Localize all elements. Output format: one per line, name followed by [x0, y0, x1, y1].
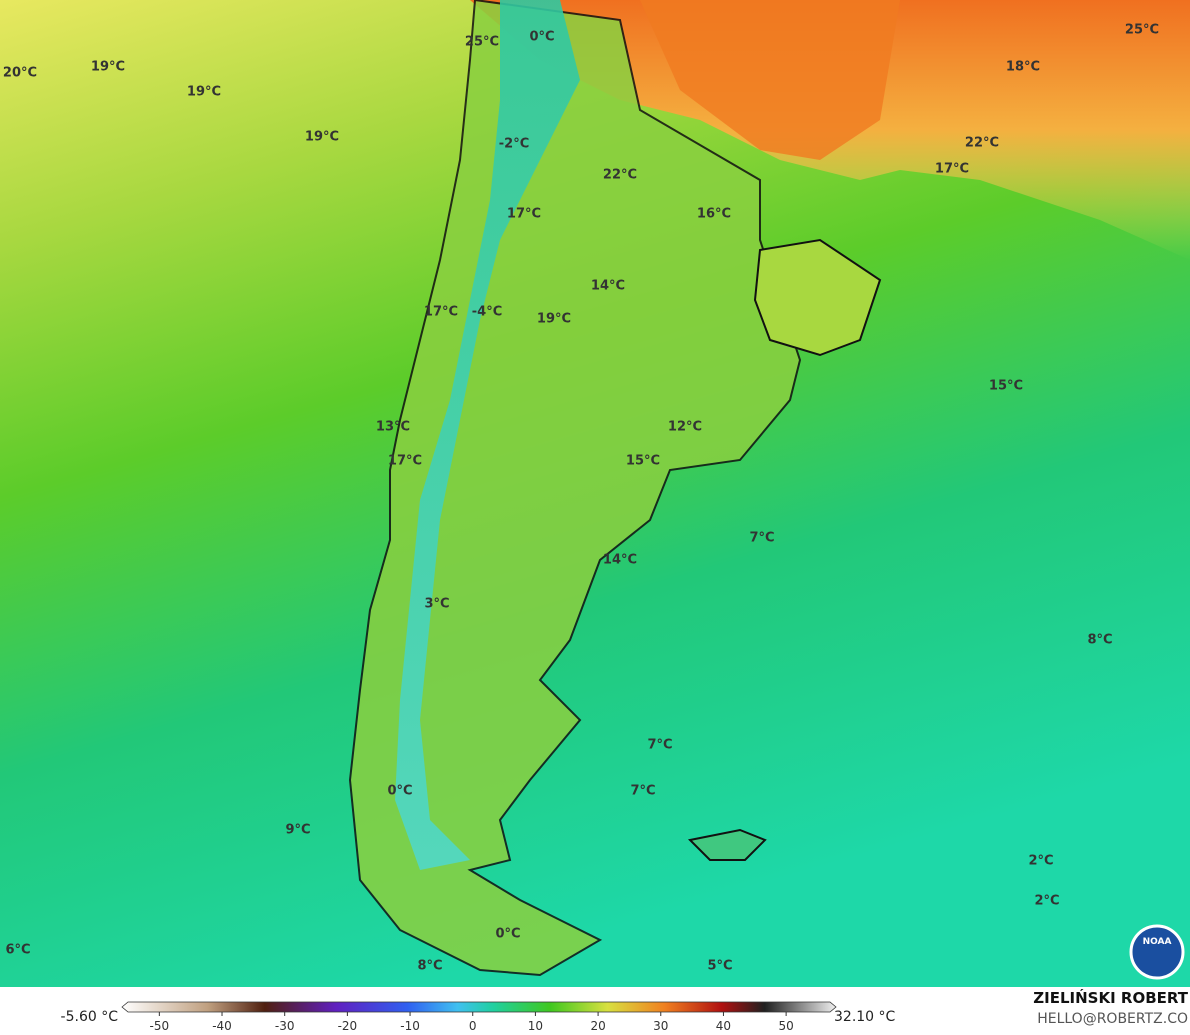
land-mass — [348, 0, 802, 977]
logo-text: NOAA — [1143, 937, 1172, 947]
temperature-label: 9°C — [285, 823, 310, 838]
temperature-label: 14°C — [591, 279, 625, 294]
temperature-label: 13°C — [376, 420, 410, 435]
temperature-label: 15°C — [989, 379, 1023, 394]
temperature-label: 7°C — [647, 738, 672, 753]
temperature-label: 22°C — [965, 136, 999, 151]
colorbar-tick-label: 10 — [528, 1019, 543, 1033]
colorbar-tick-label: -40 — [212, 1019, 232, 1033]
colorbar-tick-label: -20 — [338, 1019, 358, 1033]
temperature-label: 17°C — [424, 305, 458, 320]
temperature-label: -2°C — [499, 137, 529, 152]
credit-name: ZIELIŃSKI ROBERT — [1033, 988, 1188, 1007]
temperature-label: 17°C — [388, 454, 422, 469]
temperature-label: 19°C — [91, 60, 125, 75]
temperature-label: 15°C — [626, 454, 660, 469]
uruguay — [753, 238, 882, 357]
temperature-label: 20°C — [3, 66, 37, 81]
andes — [395, 0, 580, 870]
colorbar — [121, 1001, 837, 1013]
colorbar-tick-label: 40 — [716, 1019, 731, 1033]
colorbar-min: -5.60 °C — [61, 1009, 119, 1025]
temperature-label: 19°C — [305, 130, 339, 145]
temperature-label: 0°C — [387, 784, 412, 799]
falkland-islands — [687, 828, 767, 861]
temperature-label: 8°C — [1087, 633, 1112, 648]
temperature-labels: 20°C 19°C 19°C 19°C 25°C 0°C -2°C 22°C 16°C 17°C 1… — [3, 23, 1159, 974]
temperature-label: 18°C — [1006, 60, 1040, 75]
logo-circle — [1129, 924, 1185, 980]
colorbar-tick-label: -30 — [275, 1019, 295, 1033]
noaa-logo: NOAA — [1129, 924, 1185, 980]
temperature-label: 0°C — [495, 927, 520, 942]
colorbar-tick-label: -10 — [400, 1019, 420, 1033]
temperature-label: 7°C — [630, 784, 655, 799]
colorbar-tick-label: -50 — [150, 1019, 170, 1033]
temperature-label: 6°C — [5, 943, 30, 958]
temperature-label: 2°C — [1028, 854, 1053, 869]
temperature-label: 14°C — [603, 553, 637, 568]
temperature-label: 12°C — [668, 420, 702, 435]
temperature-label: 19°C — [187, 85, 221, 100]
temperature-label: 17°C — [507, 207, 541, 222]
temperature-label: 16°C — [697, 207, 731, 222]
temperature-label: 3°C — [424, 597, 449, 612]
temperature-label: -4°C — [472, 305, 502, 320]
colorbar-tick-label: 20 — [590, 1019, 605, 1033]
temperature-label: 19°C — [537, 312, 571, 327]
colorbar-ticks: -50 -40 -30 -20 -10 0 10 20 30 40 50 — [150, 1012, 794, 1033]
temperature-label: 25°C — [1125, 23, 1159, 38]
colorbar-tick-label: 50 — [778, 1019, 793, 1033]
colorbar-tick-label: 30 — [653, 1019, 668, 1033]
temperature-label: 8°C — [417, 959, 442, 974]
temperature-label: 2°C — [1034, 894, 1059, 909]
temperature-label: 25°C — [465, 35, 499, 50]
temperature-label: 5°C — [707, 959, 732, 974]
temperature-label: 0°C — [529, 30, 554, 45]
hot-region — [640, 0, 900, 160]
temperature-label: 17°C — [935, 162, 969, 177]
colorbar-max: 32.10 °C — [834, 1009, 896, 1025]
colorbar-tick-label: 0 — [469, 1019, 477, 1033]
credit-contact: HELLO@ROBERTZ.CO — [1037, 1011, 1188, 1027]
temperature-label: 7°C — [749, 531, 774, 546]
temperature-label: 22°C — [603, 168, 637, 183]
